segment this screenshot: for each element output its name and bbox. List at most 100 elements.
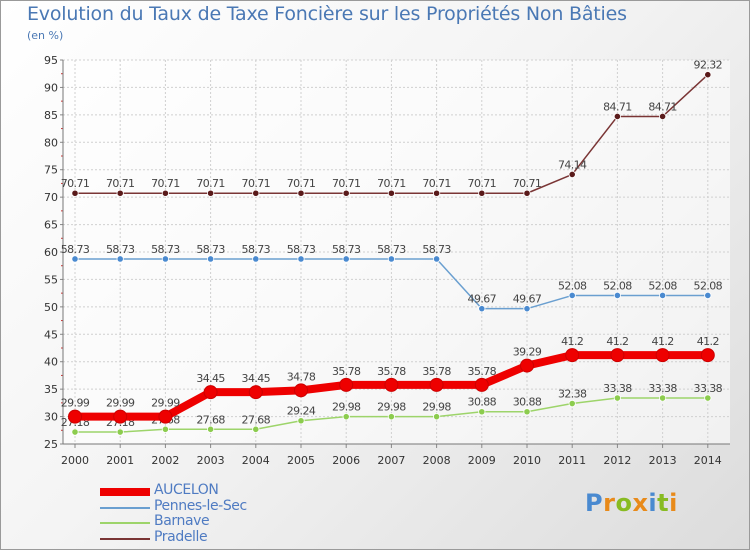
x-tick-label: 2004 xyxy=(242,454,270,467)
legend-swatch xyxy=(100,506,150,509)
data-point xyxy=(297,417,305,425)
data-label: 70.71 xyxy=(61,177,90,190)
data-label: 92.32 xyxy=(694,59,723,72)
data-label: 58.73 xyxy=(422,243,451,256)
data-label: 58.73 xyxy=(61,243,90,256)
data-label: 29.98 xyxy=(332,401,361,414)
data-point xyxy=(252,425,260,433)
data-label: 35.78 xyxy=(377,365,406,378)
data-point xyxy=(658,291,667,300)
data-label: 34.45 xyxy=(242,372,271,385)
data-point xyxy=(342,255,350,263)
data-point xyxy=(116,428,124,436)
x-tick-label: 2003 xyxy=(197,454,225,467)
data-label: 58.73 xyxy=(377,243,406,256)
legend-label: Barnave xyxy=(154,513,210,529)
data-point xyxy=(113,409,128,424)
data-label: 29.99 xyxy=(106,397,135,410)
y-tick-label: 55 xyxy=(44,273,58,286)
data-point xyxy=(161,425,169,433)
data-point xyxy=(387,255,395,263)
data-label: 41.2 xyxy=(561,335,583,348)
data-label: 52.08 xyxy=(558,279,587,292)
data-point xyxy=(342,413,350,421)
x-tick-label: 2011 xyxy=(558,454,586,467)
data-point xyxy=(387,189,395,197)
data-point xyxy=(342,189,350,197)
data-label: 41.2 xyxy=(652,335,674,348)
chart-title: Evolution du Taux de Taxe Foncière sur l… xyxy=(27,3,627,25)
data-point xyxy=(294,383,308,398)
data-label: 39.29 xyxy=(513,346,542,359)
data-label: 30.88 xyxy=(513,396,542,409)
data-point xyxy=(523,408,531,416)
data-point xyxy=(252,189,260,197)
legend-label: AUCELON xyxy=(154,482,219,498)
data-point xyxy=(432,255,441,263)
data-point xyxy=(432,413,441,421)
data-point xyxy=(478,189,486,197)
y-tick-label: 25 xyxy=(44,438,58,451)
data-point xyxy=(203,385,218,400)
data-label: 29.98 xyxy=(377,401,406,414)
legend-swatch xyxy=(100,522,150,524)
data-label: 30.88 xyxy=(468,396,497,409)
data-label: 34.45 xyxy=(196,372,225,385)
logo-letter: P xyxy=(585,489,604,517)
data-point xyxy=(297,255,305,263)
data-point xyxy=(384,377,399,392)
data-point xyxy=(252,255,260,263)
data-point xyxy=(207,425,215,433)
data-label: 33.38 xyxy=(648,382,677,395)
data-label: 70.71 xyxy=(242,177,271,190)
data-label: 41.2 xyxy=(606,335,628,348)
data-label: 52.08 xyxy=(603,279,632,292)
x-tick-label: 2008 xyxy=(423,454,451,467)
logo-letter: i xyxy=(648,489,658,517)
x-tick-label: 2012 xyxy=(603,454,631,467)
data-label: 35.78 xyxy=(468,365,497,378)
data-point xyxy=(297,189,305,197)
y-tick-label: 70 xyxy=(44,191,58,204)
legend-label: Pennes-le-Sec xyxy=(154,497,247,514)
data-point xyxy=(704,291,712,300)
y-tick-label: 35 xyxy=(44,383,58,396)
data-label: 29.24 xyxy=(287,405,316,418)
data-label: 84.71 xyxy=(603,100,632,113)
data-label: 49.67 xyxy=(468,293,497,306)
data-point xyxy=(116,189,124,197)
data-point xyxy=(71,428,79,436)
legend-swatch xyxy=(100,537,150,540)
data-point xyxy=(478,305,486,313)
data-point xyxy=(68,409,82,424)
y-tick-label: 75 xyxy=(44,164,58,177)
data-label: 70.71 xyxy=(468,177,497,190)
y-tick-label: 95 xyxy=(44,54,58,67)
data-label: 34.78 xyxy=(287,370,316,383)
data-label: 35.78 xyxy=(422,365,451,378)
data-point xyxy=(655,348,670,363)
data-label: 33.38 xyxy=(603,382,632,395)
data-label: 52.08 xyxy=(648,279,677,292)
data-label: 70.71 xyxy=(377,177,406,190)
data-point xyxy=(161,189,169,197)
x-tick-label: 2002 xyxy=(151,454,179,467)
x-tick-label: 2001 xyxy=(106,454,134,467)
data-label: 29.98 xyxy=(422,401,451,414)
x-tick-label: 2005 xyxy=(287,454,315,467)
data-label: 58.73 xyxy=(332,243,361,256)
data-point xyxy=(429,377,444,392)
data-label: 70.71 xyxy=(151,177,180,190)
x-tick-label: 2014 xyxy=(694,454,722,467)
data-point xyxy=(568,291,576,300)
data-label: 84.71 xyxy=(648,100,677,113)
data-point xyxy=(158,409,173,424)
data-label: 70.71 xyxy=(332,177,361,190)
logo-letter: x xyxy=(632,489,649,517)
data-label: 70.71 xyxy=(287,177,316,190)
x-tick-label: 2000 xyxy=(61,454,89,467)
y-tick-label: 30 xyxy=(44,411,58,424)
logo-letter: i xyxy=(669,489,678,517)
data-label: 27.68 xyxy=(196,413,225,426)
data-point xyxy=(613,394,622,402)
